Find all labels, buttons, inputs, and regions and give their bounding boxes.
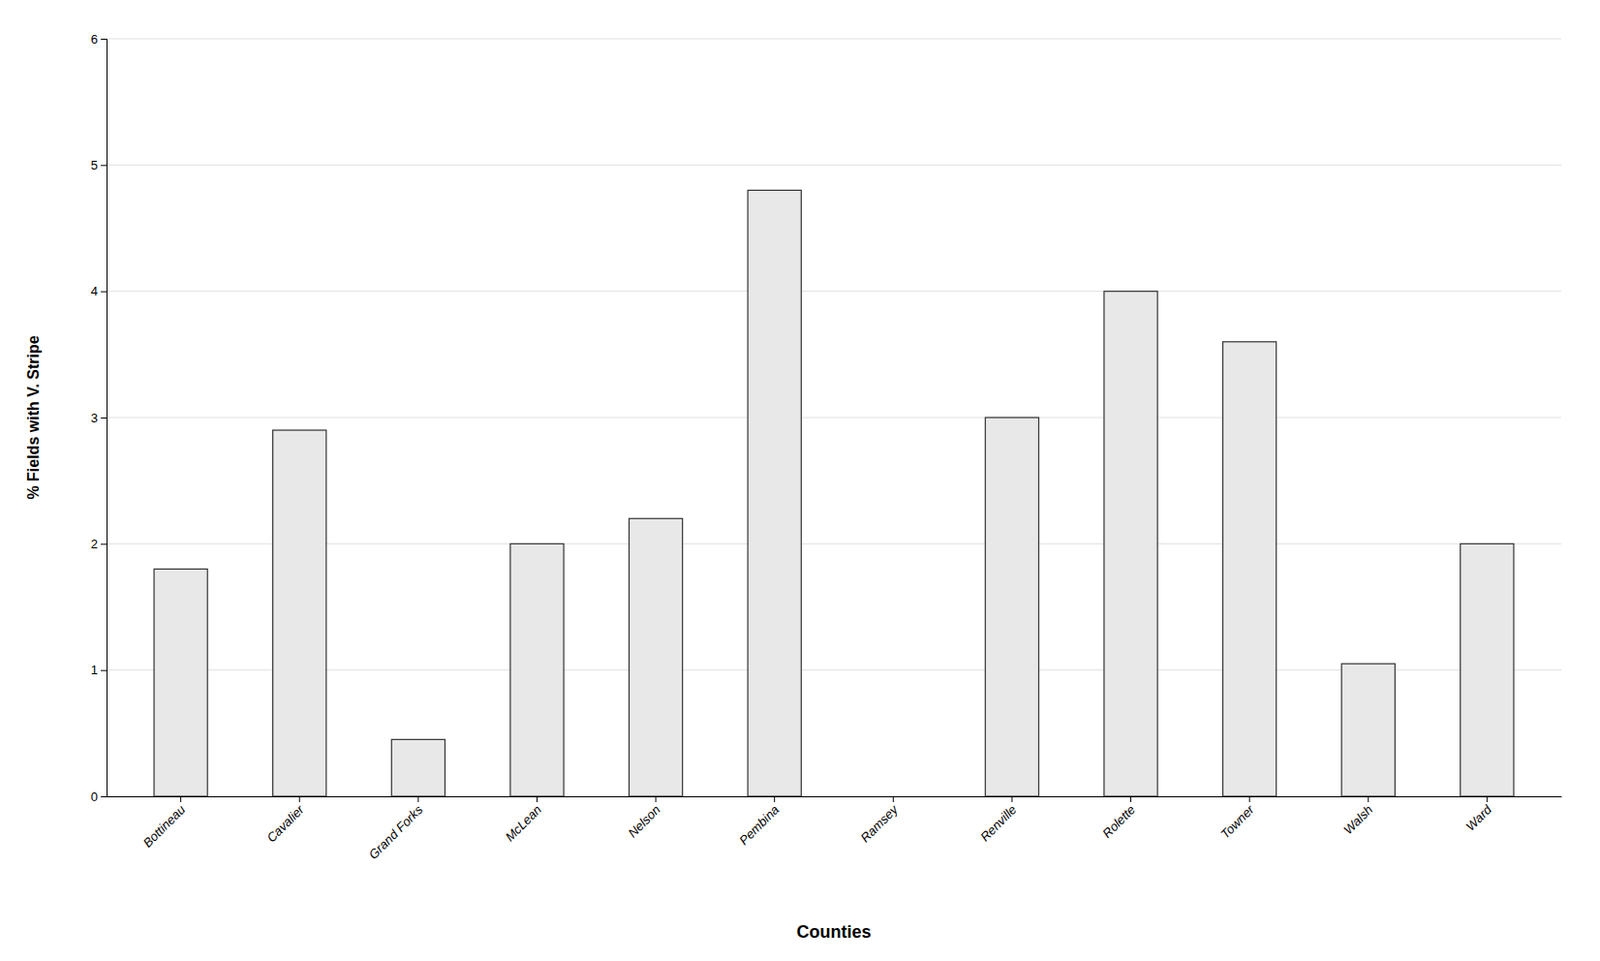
bar [628, 518, 682, 797]
y-tick-label: 6 [91, 31, 98, 47]
x-axis: Bottineau Cavalier Grand Forks McLean Nelson… [107, 796, 1563, 862]
x-tick-label: Pembina [736, 801, 782, 848]
x-tick-label: Ramsey [858, 800, 902, 845]
bar [984, 417, 1039, 797]
x-tick-label: Renville [977, 801, 1019, 844]
x-tick: Bottineau [140, 796, 188, 851]
bar [153, 568, 208, 797]
x-tick: Nelson [624, 796, 663, 840]
grid-line [106, 164, 1562, 166]
x-tick: Towner [1217, 796, 1258, 842]
x-tick-mark [773, 796, 775, 802]
y-axis-title: % Fields with V. Stripe [25, 335, 42, 499]
y-tick: 1 [91, 662, 107, 677]
x-tick-label: Cavalier [263, 801, 308, 846]
x-tick-mark [1367, 796, 1369, 802]
bar [866, 795, 921, 797]
y-tick-label: 2 [91, 536, 98, 552]
x-tick: Rolette [1099, 796, 1139, 841]
x-axis-title: Counties [796, 922, 871, 942]
x-tick: Pembina [736, 796, 782, 848]
grid [106, 38, 1562, 797]
y-tick: 2 [91, 536, 107, 552]
x-tick-label: Grand Forks [366, 801, 427, 862]
bar [1460, 543, 1514, 797]
y-tick: 4 [91, 283, 107, 299]
y-tick-label: 0 [91, 789, 98, 804]
x-axis-line [107, 796, 1563, 798]
x-tick-mark [1249, 796, 1251, 802]
y-tick-mark [100, 164, 107, 166]
x-tick-label: Walsh [1340, 801, 1376, 837]
x-tick-label: Nelson [624, 801, 663, 840]
y-axis: 0 1 2 3 4 5 6 [91, 31, 108, 804]
grid-line [106, 38, 1562, 40]
y-tick-mark [100, 670, 107, 672]
bar [391, 738, 445, 797]
y-tick-label: 5 [91, 157, 98, 173]
y-tick-label: 4 [91, 283, 98, 299]
y-tick: 3 [91, 410, 107, 426]
y-tick-label: 1 [91, 662, 98, 677]
x-tick-mark [417, 796, 419, 802]
bar [273, 430, 327, 797]
grid-line [106, 290, 1562, 292]
y-tick-mark [100, 796, 107, 798]
x-tick: Ramsey [858, 796, 902, 845]
x-tick-mark [299, 796, 301, 802]
y-tick-label: 3 [91, 410, 98, 426]
y-tick: 5 [91, 157, 107, 173]
y-tick-mark [100, 291, 107, 293]
bars [153, 189, 1514, 797]
y-axis-line [100, 39, 108, 798]
chart-svg: Bottineau Cavalier Grand Forks McLean Nelson… [0, 0, 1600, 961]
x-tick-label: Rolette [1099, 801, 1139, 841]
bar [1341, 663, 1395, 797]
x-tick-mark [892, 796, 894, 802]
plot-area: Bottineau Cavalier Grand Forks McLean Nelson… [91, 31, 1563, 862]
x-tick: Cavalier [263, 796, 308, 845]
x-tick-mark [536, 796, 538, 802]
x-tick-mark [1130, 796, 1132, 802]
y-tick: 0 [91, 789, 107, 804]
x-tick-mark [1011, 796, 1013, 802]
y-tick-mark [100, 38, 107, 40]
y-tick-mark [100, 543, 107, 545]
x-tick-label: Bottineau [140, 801, 188, 850]
y-tick-mark [100, 417, 107, 419]
bar [510, 543, 564, 797]
x-tick-mark [655, 796, 657, 802]
bar [1104, 291, 1158, 797]
x-tick: McLean [502, 796, 545, 844]
x-tick: Walsh [1340, 796, 1376, 837]
x-tick: Renville [977, 796, 1019, 844]
bar [1223, 341, 1277, 797]
x-tick-label: Towner [1217, 801, 1258, 842]
grid-line [106, 417, 1562, 419]
x-tick-mark [1486, 796, 1488, 802]
bar [747, 189, 801, 797]
x-tick: Ward [1463, 796, 1496, 834]
x-tick: Grand Forks [366, 796, 427, 862]
x-tick-label: McLean [502, 801, 545, 844]
x-tick-mark [180, 796, 182, 802]
x-tick-label: Ward [1463, 801, 1496, 834]
y-tick: 6 [91, 31, 107, 47]
